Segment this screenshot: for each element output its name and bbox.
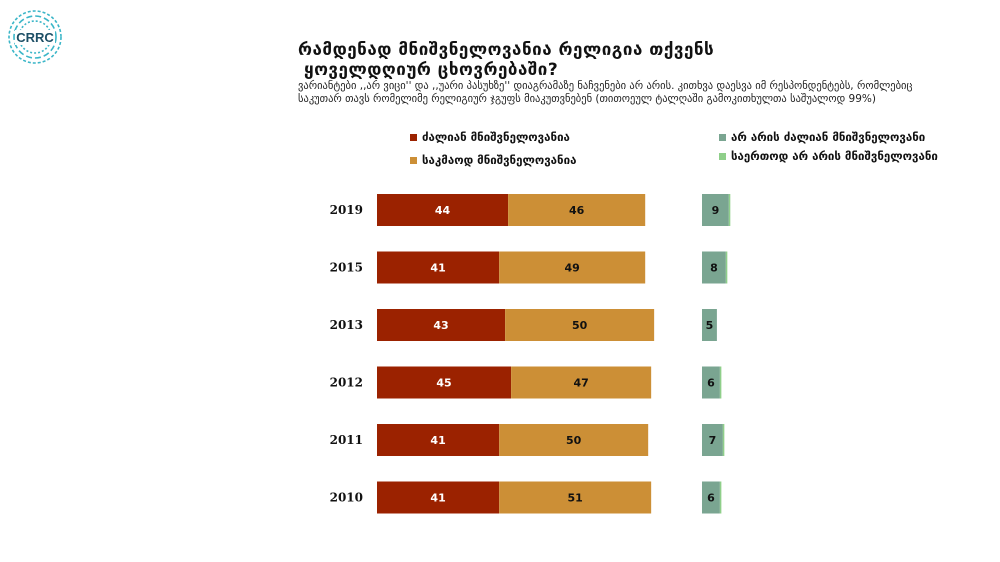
bar-segment xyxy=(702,251,726,284)
legend-item-not-at-all-important: საერთოდ არ არის მნიშვნელოვანი xyxy=(719,149,938,163)
year-label: 2015 xyxy=(330,261,363,275)
bar-value-label: 49 xyxy=(565,262,580,275)
bar-value-label: 46 xyxy=(569,204,585,217)
legend-label: საერთოდ არ არის მნიშვნელოვანი xyxy=(731,149,938,163)
subtitle-line-1: ვარიანტები ,,არ ვიცი'' და ,,უარი პასუხზე… xyxy=(298,80,913,92)
bar-segment xyxy=(505,309,655,341)
bar-segment xyxy=(719,366,722,399)
subtitle-line-2: საკუთარ თავს რომელიმე რელიგიურ ჯგუფს მია… xyxy=(298,93,876,105)
logo-text: CRRC xyxy=(16,30,54,45)
bar-value-label: 41 xyxy=(430,434,445,447)
bar-segment xyxy=(725,251,728,284)
year-label: 2010 xyxy=(330,491,363,505)
chart-title-line-2: ყოველდღიურ ცხოვრებაში? xyxy=(304,60,559,80)
bar-segment xyxy=(499,424,649,456)
legend-swatch xyxy=(410,156,417,164)
legend-label: საკმაოდ მნიშვნელოვანია xyxy=(422,153,577,167)
bar-segment xyxy=(508,194,646,226)
year-label: 2011 xyxy=(330,433,363,447)
bar-value-label: 50 xyxy=(566,434,582,447)
chart-title-line-1: რამდენად მნიშვნელოვანია რელიგია თქვენს xyxy=(298,40,715,60)
bar-value-label: 41 xyxy=(430,492,445,505)
bar-segment xyxy=(377,424,500,456)
bar-value-label: 41 xyxy=(430,262,445,275)
legend-swatch xyxy=(719,152,726,160)
bar-segment xyxy=(702,309,717,341)
bar-segment xyxy=(702,366,720,399)
bar-segment xyxy=(499,251,646,284)
bar-value-label: 8 xyxy=(710,262,718,275)
bar-segment xyxy=(511,366,652,399)
legend-label: ძალიან მნიშვნელოვანია xyxy=(422,130,570,144)
bar-value-label: 51 xyxy=(568,492,583,505)
bar-value-label: 6 xyxy=(707,492,715,505)
legend-swatch xyxy=(410,133,417,141)
bar-value-label: 47 xyxy=(573,377,588,390)
legend-label: არ არის ძალიან მნიშვნელოვანი xyxy=(731,130,926,144)
crrc-logo: CRRC xyxy=(8,10,62,64)
bar-value-label: 5 xyxy=(706,319,714,332)
bar-value-label: 43 xyxy=(433,319,448,332)
bar-segment xyxy=(377,481,500,514)
legend-item-quite-important: საკმაოდ მნიშვნელოვანია xyxy=(410,153,576,167)
chart-title: რამდენად მნიშვნელოვანია რელიგია თქვენს ყ… xyxy=(298,40,818,80)
chart-subtitle: ვარიანტები ,,არ ვიცი'' და ,,უარი პასუხზე… xyxy=(298,80,988,106)
bar-segment xyxy=(377,251,500,284)
bar-segment xyxy=(377,194,509,226)
year-label: 2019 xyxy=(330,203,363,217)
year-label: 2013 xyxy=(330,318,363,332)
bar-value-label: 45 xyxy=(436,377,451,390)
bar-value-label: 7 xyxy=(709,434,717,447)
year-label: 2012 xyxy=(330,376,363,390)
bar-value-label: 9 xyxy=(712,204,720,217)
bar-value-label: 44 xyxy=(435,204,451,217)
bar-segment xyxy=(377,309,506,341)
bar-segment xyxy=(728,194,731,226)
bar-segment xyxy=(702,194,729,226)
bar-segment xyxy=(499,481,652,514)
bar-value-label: 6 xyxy=(707,377,715,390)
bar-segment xyxy=(377,366,512,399)
bar-value-label: 50 xyxy=(572,319,588,332)
bar-segment xyxy=(702,481,720,514)
legend-item-not-very-important: არ არის ძალიან მნიშვნელოვანი xyxy=(719,130,925,144)
legend-item-very-important: ძალიან მნიშვნელოვანია xyxy=(410,130,570,144)
legend-swatch xyxy=(719,133,726,141)
bar-segment xyxy=(702,424,723,456)
bar-segment xyxy=(722,424,725,456)
bar-segment xyxy=(719,481,722,514)
